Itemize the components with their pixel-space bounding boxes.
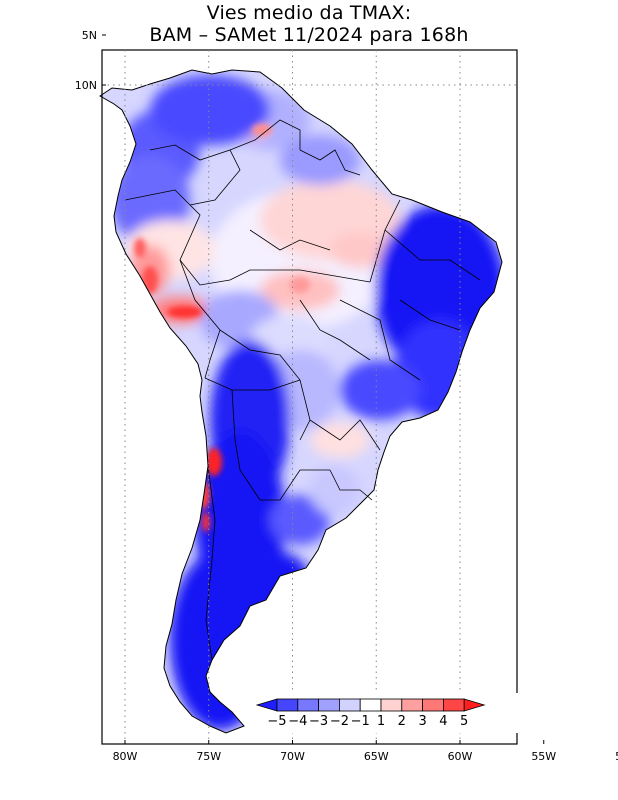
- colorbar-label: 2: [398, 714, 406, 729]
- lat-tick-label: 5N: [82, 29, 97, 42]
- axis-ticks: 10N5NEQ5S10S15S20S25S30S35S40S45S50S55S8…: [75, 29, 618, 763]
- colorbar-label: −5: [267, 714, 286, 729]
- plot-frame: [101, 49, 518, 745]
- colorbar: −5 −4 −3 −2 −1 1 2 3 4 5: [255, 693, 520, 733]
- chart-title-line-2: BAM – SAMet 11/2024 para 168h: [149, 24, 469, 46]
- colorbar-swatch: [442, 698, 465, 712]
- colorbar-label: 1: [377, 714, 385, 729]
- colorbar-swatch: [422, 698, 444, 712]
- colorbar-swatch: [297, 698, 319, 712]
- colorbar-label: 3: [418, 714, 426, 729]
- grid-lines: [102, 50, 517, 744]
- country-borders: [124, 119, 481, 661]
- colorbar-swatch: [401, 698, 423, 712]
- land-bias-field: [100, 70, 502, 733]
- lon-tick-label: 65W: [364, 750, 389, 763]
- colorbar-swatch: [359, 698, 382, 712]
- colorbar-label: 4: [439, 714, 447, 729]
- colorbar-label: 5: [460, 714, 468, 729]
- colorbar-swatch: [380, 698, 403, 712]
- colorbar-swatch: [338, 698, 361, 712]
- lat-tick-label: 10N: [75, 79, 97, 92]
- lon-tick-label: 80W: [113, 750, 138, 763]
- colorbar-label: −2: [330, 714, 349, 729]
- colorbar-arrow-high: [463, 698, 486, 712]
- colorbar-label: −1: [351, 714, 370, 729]
- lon-tick-label: 75W: [196, 750, 221, 763]
- chart-title-line-1: Vies medio da TMAX:: [206, 2, 412, 24]
- colorbar-swatch: [318, 698, 340, 712]
- colorbar-swatch: [276, 698, 299, 712]
- colorbar-label: −4: [288, 714, 307, 729]
- lon-tick-label: 70W: [280, 750, 305, 763]
- lon-tick-label: 55W: [531, 750, 556, 763]
- coastline: [99, 69, 503, 734]
- lon-tick-label: 60W: [448, 750, 473, 763]
- colorbar-label: −3: [309, 714, 328, 729]
- lon-tick-label: 50W: [615, 750, 618, 763]
